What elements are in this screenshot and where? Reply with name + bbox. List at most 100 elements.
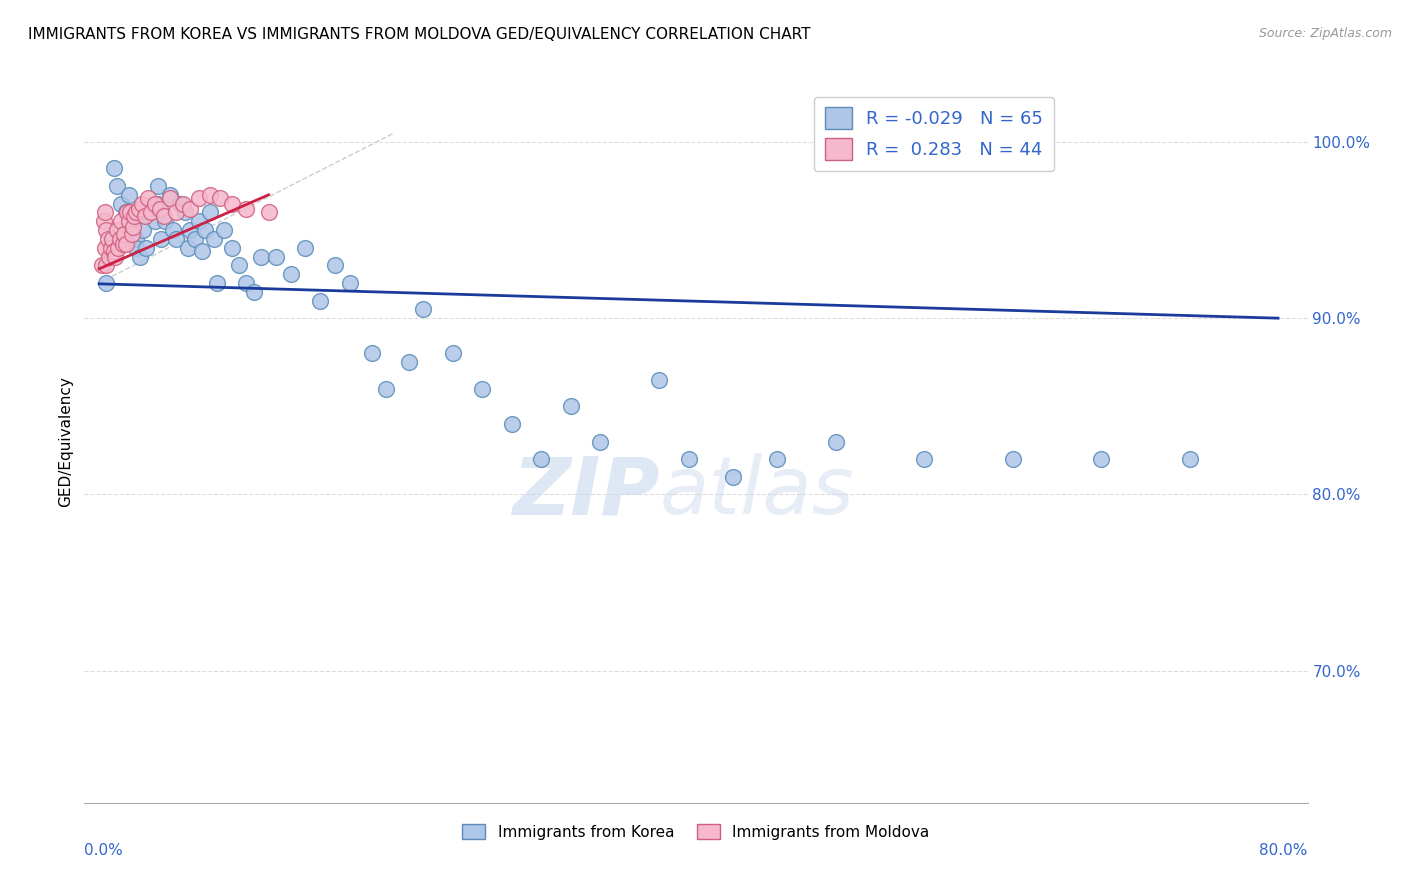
Point (153, 209, 176, 223)
Point (221, 241, 243, 255)
Point (471, 382, 494, 396)
Point (309, 293, 332, 308)
Point (146, 196, 169, 211)
Point (135, 241, 157, 255)
Point (114, 205, 136, 219)
Point (198, 187, 221, 202)
Point (128, 202, 150, 216)
Point (125, 232, 148, 246)
Point (96, 223, 118, 237)
Point (108, 232, 131, 246)
Text: IMMIGRANTS FROM KOREA VS IMMIGRANTS FROM MOLDOVA GED/EQUIVALENCY CORRELATION CHA: IMMIGRANTS FROM KOREA VS IMMIGRANTS FROM… (28, 27, 811, 42)
Point (100, 241, 122, 255)
Point (294, 241, 316, 255)
Point (441, 346, 464, 360)
Point (150, 232, 173, 246)
Point (121, 223, 143, 237)
Point (165, 205, 187, 219)
Point (139, 205, 162, 219)
Point (110, 214, 132, 228)
Text: Source: ZipAtlas.com: Source: ZipAtlas.com (1258, 27, 1392, 40)
Text: 80.0%: 80.0% (1260, 843, 1308, 857)
Point (134, 209, 156, 223)
Point (191, 244, 214, 259)
Point (202, 232, 225, 246)
Point (115, 205, 138, 219)
Point (143, 214, 166, 228)
Point (136, 191, 159, 205)
Point (235, 202, 257, 216)
Point (96, 258, 118, 272)
Point (912, 452, 935, 467)
Point (264, 250, 287, 264)
Point (101, 232, 124, 246)
Point (721, 470, 744, 484)
Point (323, 258, 346, 272)
Point (162, 223, 184, 237)
Legend: Immigrants from Korea, Immigrants from Moldova: Immigrants from Korea, Immigrants from M… (457, 818, 935, 846)
Point (1001, 452, 1024, 467)
Point (375, 382, 398, 396)
Point (198, 205, 221, 219)
Point (105, 179, 128, 194)
Point (103, 161, 125, 176)
Point (825, 434, 848, 449)
Point (132, 223, 155, 237)
Point (117, 187, 139, 202)
Point (112, 227, 135, 241)
Point (257, 205, 280, 219)
Point (111, 237, 134, 252)
Point (228, 258, 250, 272)
Point (94, 241, 117, 255)
Point (148, 202, 170, 216)
Point (125, 205, 148, 219)
Point (398, 355, 420, 369)
Point (143, 196, 166, 211)
Point (1090, 452, 1112, 467)
Point (105, 223, 128, 237)
Point (139, 205, 162, 219)
Point (125, 241, 148, 255)
Point (124, 209, 146, 223)
Point (412, 302, 434, 317)
Text: atlas: atlas (659, 453, 853, 531)
Point (678, 452, 700, 467)
Point (93, 214, 115, 228)
Point (648, 373, 671, 387)
Point (280, 267, 302, 281)
Point (169, 196, 191, 211)
Point (129, 250, 152, 264)
Point (339, 276, 361, 290)
Point (205, 276, 228, 290)
Point (176, 241, 198, 255)
Point (121, 214, 143, 228)
Point (560, 399, 582, 413)
Point (155, 214, 177, 228)
Point (501, 417, 523, 431)
Point (117, 214, 139, 228)
Point (103, 244, 125, 259)
Point (122, 219, 145, 234)
Text: 0.0%: 0.0% (84, 843, 124, 857)
Point (360, 346, 382, 360)
Point (184, 232, 207, 246)
Point (110, 196, 132, 211)
Point (214, 223, 236, 237)
Point (97, 232, 120, 246)
Point (235, 276, 257, 290)
Point (766, 452, 789, 467)
Y-axis label: GED/Equivalency: GED/Equivalency (58, 376, 73, 507)
Point (172, 196, 194, 211)
Point (173, 205, 195, 219)
Point (1178, 452, 1201, 467)
Point (589, 434, 612, 449)
Point (243, 285, 266, 299)
Point (159, 191, 181, 205)
Text: ZIP: ZIP (512, 453, 659, 531)
Point (146, 179, 169, 194)
Point (91, 258, 114, 272)
Point (98, 250, 121, 264)
Point (114, 237, 136, 252)
Point (159, 187, 181, 202)
Point (530, 452, 553, 467)
